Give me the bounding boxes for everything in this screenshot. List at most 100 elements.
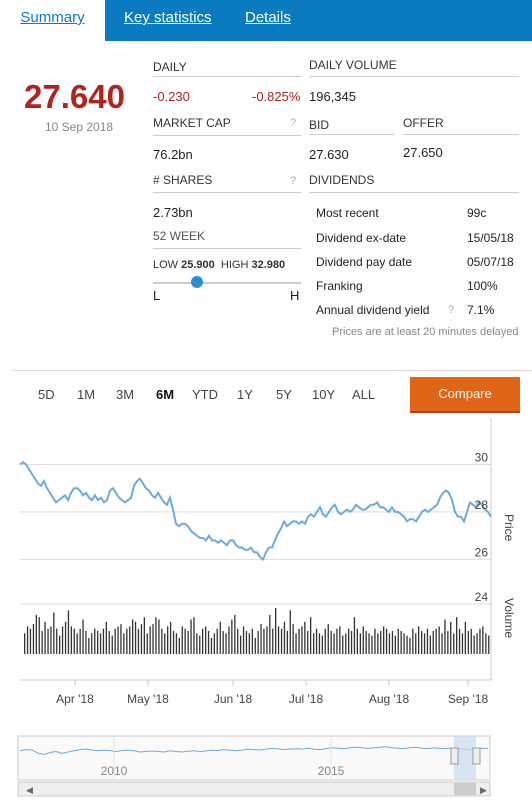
compare-button[interactable]: Compare [410, 377, 520, 411]
daily-volume-label: DAILY VOLUME [309, 58, 397, 72]
volume-bar [158, 619, 160, 654]
dividends-label: DIVIDENDS [309, 173, 375, 187]
volume-bar [385, 628, 388, 654]
volume-bar [318, 633, 321, 654]
tab-details[interactable]: Details [245, 9, 291, 26]
volume-bar [134, 621, 137, 654]
volume-bar [114, 628, 116, 654]
price-date: 10 Sep 2018 [45, 120, 114, 134]
volume-bar [447, 631, 449, 654]
price-chart[interactable]: Price Volume 30 28 26 24 Apr '18 May '18 Jun … [0, 418, 532, 804]
volume-bar [202, 628, 204, 654]
volume-bar [53, 612, 55, 654]
volume-bar [458, 628, 461, 654]
volume-bar [327, 624, 329, 654]
volume-bar [275, 608, 277, 654]
tab-summary[interactable]: Summary [0, 0, 105, 41]
volume-bar [172, 631, 175, 654]
volume-bar [205, 626, 207, 654]
x-tick-label: Sep '18 [448, 692, 489, 706]
volume-bar [423, 633, 426, 654]
volume-bar [350, 631, 353, 654]
volume-bar [225, 633, 227, 654]
volume-bar [149, 626, 151, 654]
volume-bar [187, 631, 189, 654]
volume-bar [70, 626, 72, 654]
volume-axis-label: Volume [502, 598, 516, 638]
range-ytd[interactable]: YTD [192, 387, 218, 402]
volume-bar [464, 621, 466, 654]
scrollbar-thumb[interactable] [454, 783, 476, 795]
volume-bar [353, 617, 356, 654]
volume-bar [248, 633, 250, 654]
volume-bar [169, 621, 172, 654]
volume-bar [441, 633, 443, 654]
volume-bar [178, 637, 180, 654]
navigator-line [19, 746, 489, 755]
range-1m[interactable]: 1M [77, 387, 96, 402]
volume-bar [79, 628, 81, 654]
volume-bar [453, 633, 455, 654]
last-price: 27.640 [24, 78, 125, 115]
volume-bar [289, 610, 291, 654]
volume-bar [59, 635, 61, 654]
x-tick-label: Apr '18 [56, 692, 94, 706]
dividend-yield-help-icon[interactable]: ? [448, 304, 455, 316]
range-5d[interactable]: 5D [38, 387, 55, 402]
volume-bar [348, 628, 350, 654]
volume-bar [73, 628, 75, 654]
volume-bar [152, 624, 154, 654]
volume-bar [310, 617, 312, 654]
volume-bar [44, 621, 46, 654]
navigator-right-handle[interactable] [472, 747, 481, 765]
tab-key-statistics[interactable]: Key statistics [124, 9, 212, 26]
range-5y[interactable]: 5Y [276, 387, 292, 402]
volume-bar [415, 633, 417, 654]
volume-bar [35, 614, 37, 654]
scroll-right-arrow-icon[interactable]: ▶ [480, 785, 487, 795]
week52-high-marker: H [290, 288, 300, 303]
range-10y[interactable]: 10Y [312, 387, 336, 402]
volume-bar [470, 628, 472, 654]
x-tick-label: Aug '18 [369, 692, 410, 706]
volume-bar [240, 635, 242, 654]
range-all[interactable]: ALL [352, 387, 376, 402]
range-6m[interactable]: 6M [156, 387, 175, 402]
volume-bar [61, 626, 64, 654]
volume-bar [210, 637, 213, 654]
volume-bar [56, 628, 58, 654]
dividend-row-label: Franking [316, 279, 363, 293]
price-tick-label: 30 [475, 450, 489, 464]
volume-bar [196, 633, 198, 654]
volume-bar [286, 631, 288, 654]
volume-bar [67, 610, 70, 654]
volume-bar [362, 626, 364, 654]
volume-bar [88, 637, 90, 654]
volume-bar [132, 619, 134, 654]
price-tick-label: 28 [475, 498, 489, 512]
range-1y[interactable]: 1Y [237, 387, 253, 402]
navigator-scrollbar[interactable] [17, 781, 491, 797]
volume-bar [473, 635, 475, 654]
volume-bar [359, 633, 361, 654]
navigator-left-handle[interactable] [450, 747, 459, 765]
volume-bar [371, 635, 373, 654]
price-line [19, 460, 492, 562]
price-axis-label: Price [502, 514, 516, 542]
range-3m[interactable]: 3M [116, 387, 135, 402]
volume-bar [315, 628, 318, 654]
daily-label: DAILY [153, 60, 187, 74]
week52-high: 32.980 [251, 259, 286, 271]
dividend-row-value: 15/05/18 [467, 231, 514, 245]
volume-bar [82, 619, 84, 654]
scroll-left-arrow-icon[interactable]: ◀ [26, 785, 33, 795]
volume-bar [91, 633, 93, 654]
volume-bar [277, 626, 280, 654]
navigator-selection[interactable] [454, 736, 476, 780]
volume-bar [167, 626, 169, 654]
navigator[interactable] [17, 735, 491, 781]
shares-help-icon[interactable]: ? [290, 175, 297, 187]
volume-bar [108, 631, 110, 654]
market-cap-help-icon[interactable]: ? [290, 117, 297, 129]
delay-notice: Prices are at least 20 minutes delayed [332, 326, 519, 338]
